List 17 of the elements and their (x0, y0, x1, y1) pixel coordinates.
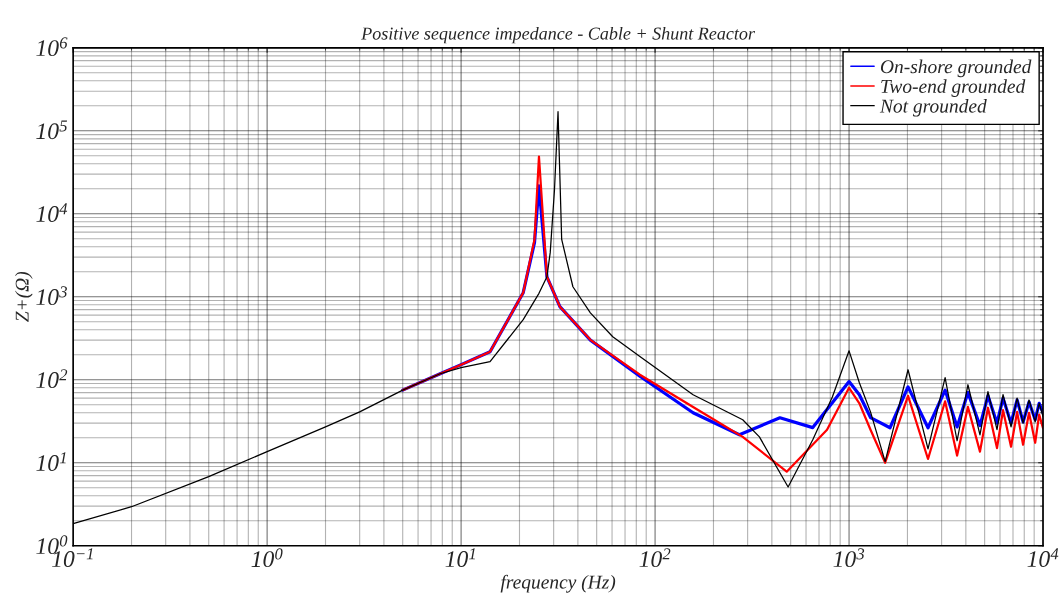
y-tick-label: 10$^{4}$ (36, 203, 68, 223)
y-tick-label: 10$^{6}$ (36, 37, 68, 57)
legend-label: Not grounded (879, 98, 987, 117)
y-tick-label: 10$^{5}$ (36, 120, 68, 140)
chart-title: Positive sequence impedance - Cable + Shunt Reactor (361, 26, 756, 44)
x-tick-label: 10$^{1}$ (445, 548, 475, 568)
y-axis-title: Z+(Ω) (15, 271, 33, 322)
y-tick-label: 10$^{3}$ (36, 286, 67, 306)
x-tick-label: 10$^{0}$ (251, 548, 283, 568)
y-tick-label: 10$^{1}$ (36, 452, 66, 471)
x-tick-label: 10$^{3}$ (833, 548, 865, 568)
x-tick-label: 10$^{4}$ (1027, 548, 1059, 567)
x-tick-label: 10$^{2}$ (639, 548, 671, 568)
y-tick-label: 10$^{2}$ (36, 369, 68, 389)
x-axis-title: frequency (Hz) (500, 574, 616, 593)
legend-label: On-shore grounded (880, 59, 1032, 78)
legend-label: Two-end grounded (881, 79, 1026, 97)
